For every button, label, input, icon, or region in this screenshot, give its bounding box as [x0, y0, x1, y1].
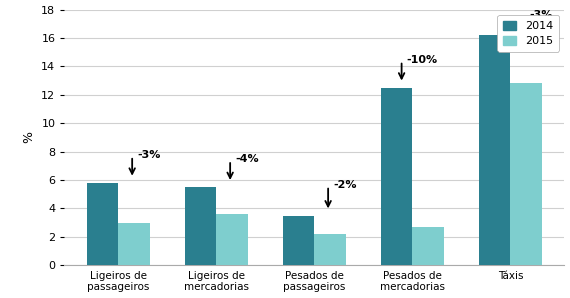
Bar	[412, 227, 443, 265]
Text: -3%: -3%	[529, 10, 552, 19]
Y-axis label: %: %	[23, 131, 36, 143]
Bar	[315, 234, 346, 265]
Bar	[87, 183, 119, 265]
Text: -4%: -4%	[235, 154, 259, 164]
Text: -10%: -10%	[406, 55, 438, 65]
Bar	[283, 215, 315, 265]
Legend: 2014, 2015: 2014, 2015	[497, 15, 559, 52]
Bar	[381, 88, 412, 265]
Bar	[119, 223, 150, 265]
Bar	[217, 214, 248, 265]
Text: -3%: -3%	[137, 150, 160, 160]
Bar	[479, 35, 510, 265]
Bar	[185, 187, 217, 265]
Text: -2%: -2%	[333, 180, 356, 190]
Bar	[510, 83, 542, 265]
